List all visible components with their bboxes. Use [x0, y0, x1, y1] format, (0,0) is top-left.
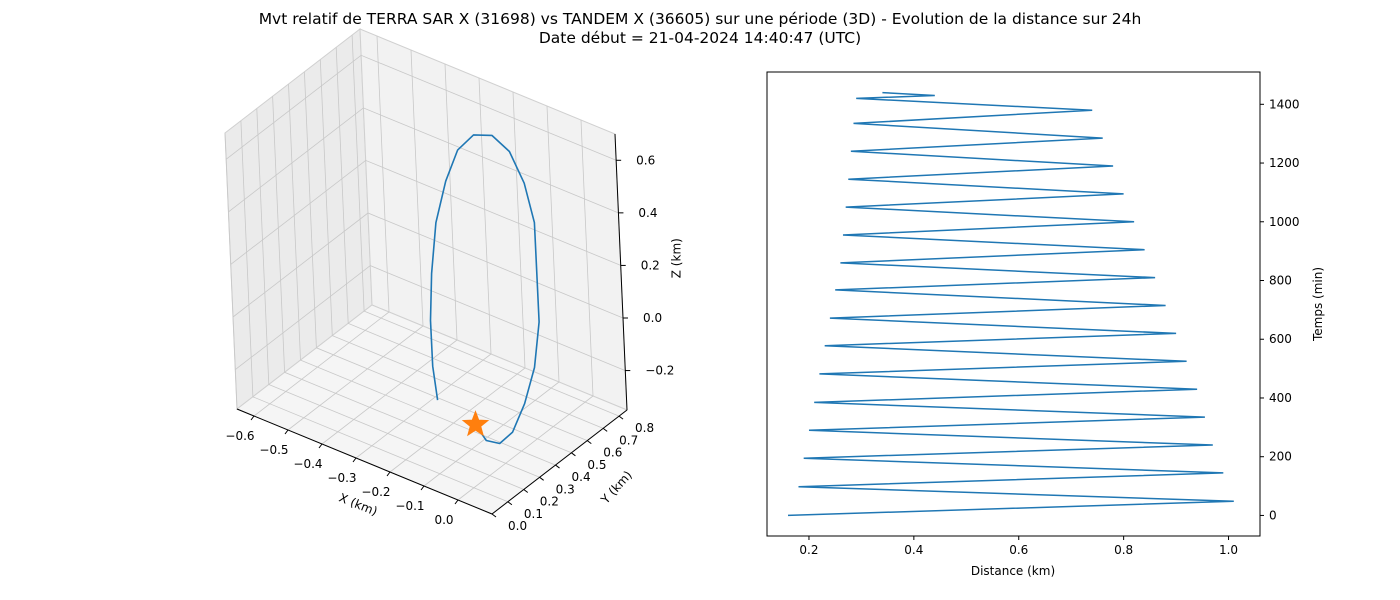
title-line-1: Mvt relatif de TERRA SAR X (31698) vs TA… [258, 10, 1142, 28]
grid-line-y [304, 71, 572, 454]
y-tick-mark [586, 440, 592, 444]
y-tick-mark [555, 464, 560, 469]
axes-2d-ticks: 0.2 0.4 0.6 0.8 1.0 0 200 400 600 800 1000 1200 1400 [799, 97, 1299, 557]
grid-line-y [351, 35, 620, 417]
y-tick-mark [539, 476, 544, 481]
y-tick-mark [507, 501, 513, 506]
x-tick-label: −0.1 [395, 499, 424, 513]
z-tick-label: −0.2 [645, 364, 674, 378]
axes-3d-panes [224, 28, 628, 515]
grid-line-y [319, 59, 588, 441]
y-tick-label: 0.7 [619, 433, 638, 447]
z-axis-line [614, 133, 628, 411]
grid-line-z [235, 265, 626, 371]
z-axis-label-3d: Z (km) [669, 238, 683, 278]
grid-line-z [230, 159, 621, 266]
y-tick-label: 0.0 [508, 519, 527, 533]
grid-line-z [228, 107, 619, 214]
x-tick-mark [352, 457, 357, 463]
y-tick-label: 1200 [1269, 156, 1300, 170]
start-position-star-marker [461, 410, 490, 437]
axes-3d-tick-labels: −0.6−0.5−0.4−0.3−0.2−0.10.0 0.00.10.20.30… [225, 153, 674, 533]
grid-line-x [287, 49, 424, 431]
grid-line-x [253, 35, 390, 417]
grid-line-x [457, 119, 594, 501]
z-tick-label: 0.6 [636, 153, 655, 167]
x-tick-label: 0.8 [1114, 543, 1133, 557]
x-tick-mark [284, 429, 289, 435]
x-tick-mark [386, 471, 391, 477]
axes-3d-lines [236, 133, 628, 515]
x-tick-label: 1.0 [1219, 543, 1238, 557]
y-tick-label: 800 [1269, 274, 1292, 288]
figure-title: Mvt relatif de TERRA SAR X (31698) vs TA… [0, 10, 1400, 48]
y-tick-mark [602, 427, 608, 432]
x-tick-label: 0.0 [434, 513, 453, 527]
x-tick-label: 0.6 [1009, 543, 1028, 557]
y-tick-label: 0.2 [540, 495, 559, 509]
x-tick-label: 0.2 [799, 543, 818, 557]
y-tick-label: 200 [1269, 450, 1292, 464]
x-tick-mark [454, 499, 459, 505]
y-tick-label: 0.4 [572, 470, 591, 484]
y-axis-label-2d: Temps (min) [1311, 267, 1325, 342]
y-tick-mark [618, 415, 624, 420]
distance-series-line [787, 91, 1234, 517]
y-axis-line [491, 409, 628, 515]
grid-line-x [355, 77, 492, 459]
grid-line-x [423, 105, 560, 487]
grid-line-x [389, 91, 526, 473]
x-axis-label-2d: Distance (km) [971, 564, 1055, 578]
y-tick-label: 0.8 [635, 421, 654, 435]
grid-line-y [272, 96, 540, 478]
y-tick-label: 0.1 [524, 507, 543, 521]
x-tick-label: −0.4 [293, 457, 322, 471]
grid-line-y [335, 47, 604, 429]
grid-line-x [321, 63, 458, 445]
z-tick-label: 0.2 [641, 258, 660, 272]
z-tick-label: 0.0 [643, 311, 662, 325]
y-tick-label: 1400 [1269, 97, 1300, 111]
y-tick-mark [491, 513, 497, 518]
y-tick-label: 0.3 [556, 482, 575, 496]
x-tick-label: −0.3 [327, 471, 356, 485]
chart-3d-relative-motion: −0.6−0.5−0.4−0.3−0.2−0.10.0 0.00.10.20.30… [224, 28, 683, 533]
y-tick-label: 0.5 [587, 458, 606, 472]
y-tick-label: 1000 [1269, 215, 1300, 229]
x-tick-label: −0.2 [361, 485, 390, 499]
x-tick-mark [250, 415, 255, 421]
y-tick-label: 600 [1269, 332, 1292, 346]
x-tick-label: −0.6 [225, 429, 254, 443]
x-tick-mark [420, 485, 425, 491]
grid-line-y [256, 108, 524, 490]
trajectory-line [429, 134, 540, 445]
y-tick-mark [523, 489, 529, 493]
z-tick-label: 0.4 [638, 206, 657, 220]
y-tick-label: 0 [1269, 508, 1277, 522]
plot-area-2d [766, 71, 1261, 537]
x-tick-mark [318, 443, 323, 449]
y-tick-label: 0.6 [603, 446, 622, 460]
title-line-2: Date début = 21-04-2024 14:40:47 (UTC) [538, 29, 862, 47]
grid-line-z [225, 54, 617, 161]
x-tick-label: −0.5 [259, 443, 288, 457]
grid-line-y [240, 120, 509, 503]
y-tick-mark [571, 452, 576, 457]
x-axis-line [236, 408, 493, 515]
y-tick-label: 400 [1269, 391, 1292, 405]
x-tick-label: 0.4 [904, 543, 923, 557]
